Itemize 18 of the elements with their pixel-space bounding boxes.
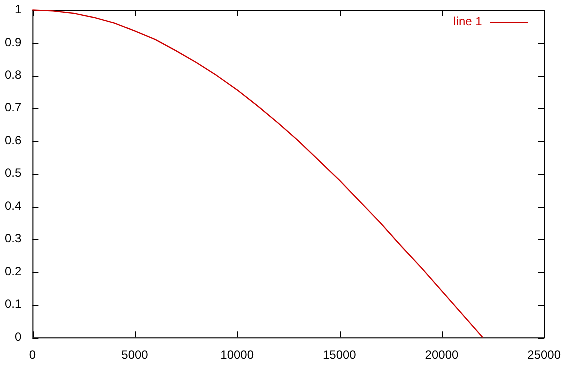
y-tick-label: 0.5 [4,166,22,180]
x-tick-label: 10000 [220,348,254,362]
y-tick-label: 0.1 [4,297,22,312]
y-tick-label: 0.4 [4,198,22,213]
y-tick-label: 0.3 [4,232,22,246]
y-tick-label: 0.7 [4,100,22,115]
x-tick-label: 0 [29,348,36,362]
y-tick-label: 1 [14,2,22,17]
y-tick-label: 0.2 [4,264,22,278]
y-tick-label: 0.9 [4,35,22,50]
text: line 1 [454,14,483,29]
x-tick-label: 20000 [425,348,459,362]
x-tick-label: 5000 [122,348,149,362]
x-tick-label: 25000 [528,348,562,362]
y-tick-label: 0.8 [4,68,22,82]
y-tick-label: 0 [14,330,22,344]
y-tick-label: 0.6 [4,133,22,148]
x-tick-label: 15000 [322,348,357,362]
